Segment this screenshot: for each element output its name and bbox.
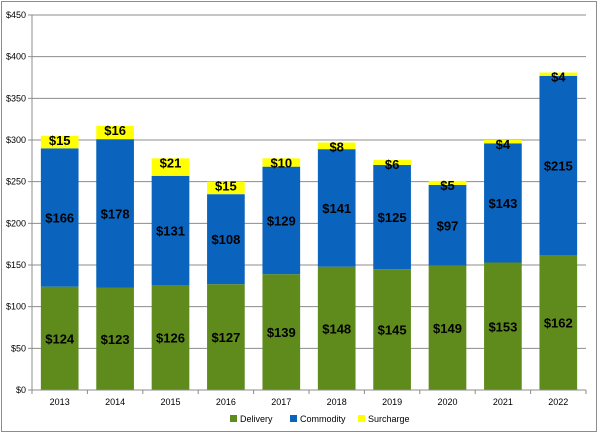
y-tick-label: $0 <box>16 385 26 395</box>
bar-segment-delivery <box>317 266 356 390</box>
legend-swatch-commodity <box>290 415 297 422</box>
bar-segment-commodity <box>539 75 578 255</box>
bar-segment-delivery <box>207 284 245 390</box>
bar-segment-surcharge <box>539 72 578 76</box>
data-label-delivery: $162 <box>544 316 573 331</box>
data-label-surcharge: $5 <box>440 178 454 193</box>
x-tick-label: 2015 <box>160 397 180 407</box>
x-tick-label: 2021 <box>493 397 513 407</box>
bar-segment-surcharge <box>373 160 411 165</box>
data-label-commodity: $97 <box>437 218 459 233</box>
bar-segment-surcharge <box>207 181 245 195</box>
y-tick-label: $300 <box>6 135 26 145</box>
bar-segment-delivery <box>262 274 301 390</box>
data-label-commodity: $166 <box>45 211 74 226</box>
data-label-surcharge: $4 <box>496 137 511 152</box>
bar-segment-surcharge <box>428 180 467 185</box>
legend-swatch-delivery <box>230 415 237 422</box>
legend-label-delivery: Delivery <box>240 414 273 424</box>
legend-label-surcharge: Surcharge <box>368 414 410 424</box>
legend-label-commodity: Commodity <box>300 414 346 424</box>
data-label-surcharge: $8 <box>329 140 343 155</box>
legend-swatch-surcharge <box>358 415 365 422</box>
y-tick-label: $250 <box>6 177 26 187</box>
bar-segment-surcharge <box>151 158 190 176</box>
bar-segment-commodity <box>317 149 356 267</box>
data-label-delivery: $124 <box>45 331 75 346</box>
bar-segment-commodity <box>428 185 467 266</box>
bar-segment-surcharge <box>484 140 522 144</box>
data-label-commodity: $108 <box>211 232 240 247</box>
data-label-delivery: $149 <box>433 321 462 336</box>
bar-segment-commodity <box>262 166 301 275</box>
x-axis-ticks: 2013 2014 2015 2016 2017 2018 2019 2020 2021 2022 <box>31 390 587 407</box>
bar-segment-delivery <box>373 269 411 390</box>
bar-segment-delivery <box>428 265 467 390</box>
y-tick-label: $150 <box>6 260 26 270</box>
data-label-commodity: $143 <box>488 196 517 211</box>
data-label-surcharge: $21 <box>160 155 182 170</box>
bar-segment-commodity <box>373 165 411 270</box>
bar-segment-surcharge <box>96 125 134 140</box>
bar-segment-surcharge <box>40 135 79 149</box>
bar-segment-surcharge <box>262 158 301 167</box>
bar-segment-commodity <box>40 148 79 287</box>
data-label-surcharge: $15 <box>49 133 71 148</box>
data-label-delivery: $123 <box>101 332 130 347</box>
bar-segment-delivery <box>151 285 190 390</box>
y-tick-label: $400 <box>6 52 26 62</box>
bar-segment-commodity <box>151 175 190 285</box>
bar-segment-delivery <box>40 286 79 390</box>
bar-segment-delivery <box>96 287 134 390</box>
data-label-commodity: $131 <box>156 223 185 238</box>
y-tick-label: $200 <box>6 218 26 228</box>
bar-segment-commodity <box>96 139 134 288</box>
x-tick-label: 2017 <box>271 397 291 407</box>
legend: Delivery Commodity Surcharge <box>230 414 410 424</box>
axes <box>31 15 586 391</box>
bar-segment-delivery <box>539 255 578 390</box>
data-label-delivery: $139 <box>267 325 296 340</box>
data-label-delivery: $127 <box>211 330 240 345</box>
bars <box>40 72 578 390</box>
data-label-delivery: $126 <box>156 331 185 346</box>
data-label-commodity: $215 <box>544 158 573 173</box>
x-tick-label: 2019 <box>382 397 402 407</box>
data-label-surcharge: $6 <box>385 157 399 172</box>
data-label-delivery: $145 <box>378 323 407 338</box>
data-label-commodity: $129 <box>267 213 296 228</box>
bar-segment-delivery <box>484 262 522 390</box>
data-labels: $124 $166 $15 $123 $178 $16 $126 $131 $21 $127 $10… <box>45 70 573 347</box>
y-axis-ticks: $0 $50 $100 $150 $200 $250 $300 $350 $400 $450 <box>6 10 32 395</box>
x-tick-label: 2022 <box>548 397 568 407</box>
bar-segment-surcharge <box>317 142 356 150</box>
data-label-surcharge: $15 <box>215 179 237 194</box>
x-tick-label: 2020 <box>437 397 457 407</box>
bar-segment-commodity <box>207 194 245 285</box>
x-tick-label: 2014 <box>105 397 125 407</box>
data-label-commodity: $125 <box>378 210 407 225</box>
y-tick-label: $350 <box>6 93 26 103</box>
x-tick-label: 2016 <box>216 397 236 407</box>
data-label-delivery: $153 <box>488 319 517 334</box>
bar-segment-commodity <box>484 143 522 263</box>
y-tick-label: $100 <box>6 302 26 312</box>
y-tick-label: $50 <box>11 343 26 353</box>
x-tick-label: 2013 <box>50 397 70 407</box>
data-label-commodity: $141 <box>322 201 351 216</box>
data-label-surcharge: $4 <box>551 70 566 85</box>
data-label-surcharge: $10 <box>270 155 292 170</box>
x-tick-label: 2018 <box>327 397 347 407</box>
data-label-surcharge: $16 <box>104 123 126 138</box>
y-tick-label: $450 <box>6 10 26 20</box>
data-label-delivery: $148 <box>322 321 351 336</box>
data-label-commodity: $178 <box>101 206 130 221</box>
